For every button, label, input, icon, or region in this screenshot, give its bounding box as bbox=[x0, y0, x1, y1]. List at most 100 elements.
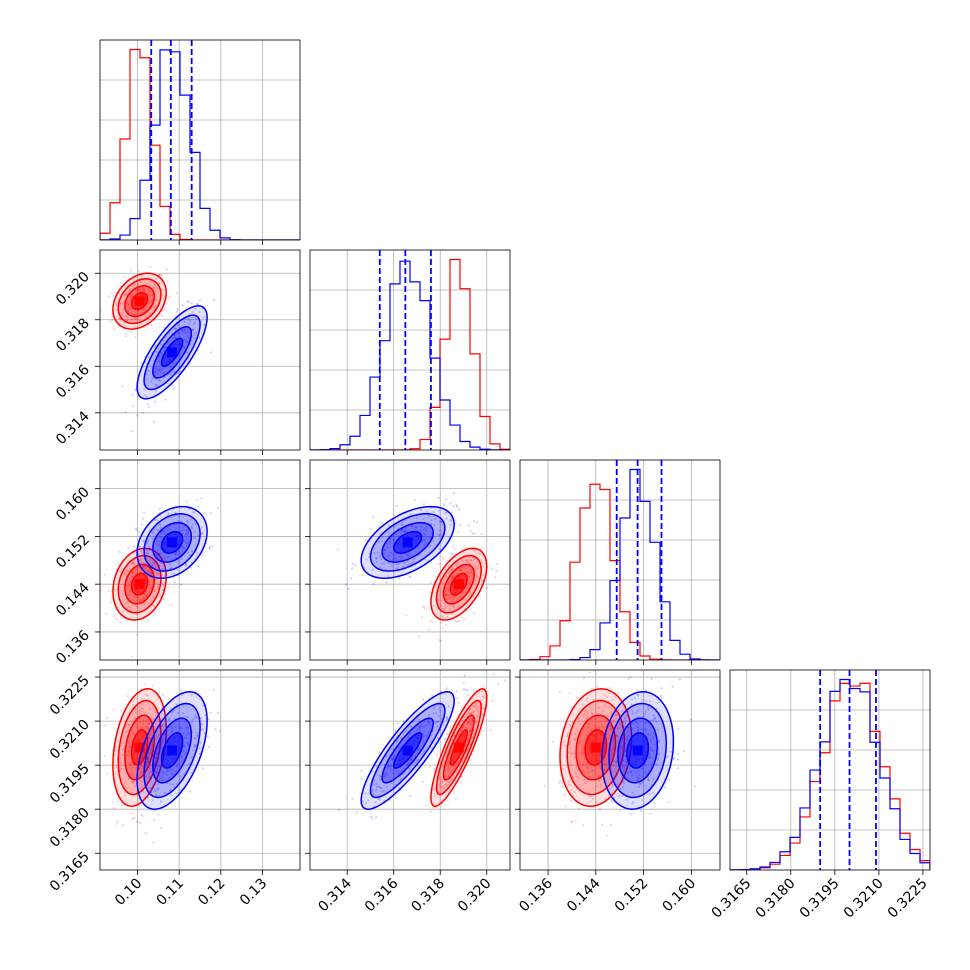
sample-point bbox=[139, 545, 142, 548]
sample-point bbox=[147, 369, 150, 373]
sample-point bbox=[146, 620, 149, 623]
sample-point bbox=[391, 559, 395, 562]
sample-point bbox=[619, 723, 622, 726]
sample-point bbox=[143, 565, 146, 568]
sample-point bbox=[198, 747, 201, 750]
sample-point bbox=[127, 593, 130, 597]
sample-point bbox=[137, 288, 140, 291]
sample-point bbox=[135, 528, 138, 531]
sample-point bbox=[184, 752, 187, 755]
sample-point bbox=[589, 728, 593, 732]
histogram-panel bbox=[99, 39, 301, 245]
sample-point bbox=[457, 531, 460, 534]
sample-point bbox=[406, 530, 409, 533]
sample-point bbox=[367, 799, 370, 802]
sample-point bbox=[172, 369, 175, 372]
sample-point bbox=[586, 727, 589, 730]
sample-point bbox=[162, 367, 165, 370]
sample-point bbox=[110, 596, 113, 600]
sample-point bbox=[637, 777, 640, 780]
sample-point bbox=[586, 717, 589, 720]
sample-point bbox=[387, 575, 390, 578]
sample-point bbox=[195, 499, 198, 502]
sample-point bbox=[441, 615, 444, 619]
sample-point bbox=[614, 760, 617, 763]
sample-point bbox=[132, 561, 135, 565]
sample-point bbox=[365, 558, 368, 561]
sample-point bbox=[401, 523, 404, 526]
sample-point bbox=[378, 778, 381, 781]
sample-point bbox=[445, 716, 448, 719]
sample-point bbox=[594, 726, 597, 729]
sample-point bbox=[438, 509, 441, 512]
sample-point bbox=[408, 575, 411, 578]
sample-point bbox=[468, 581, 471, 585]
sample-point bbox=[151, 799, 154, 802]
sample-point bbox=[123, 572, 127, 575]
density-peak bbox=[402, 537, 413, 548]
sample-point bbox=[115, 309, 118, 312]
sample-point bbox=[155, 528, 158, 531]
sample-point bbox=[482, 707, 485, 710]
sample-point bbox=[127, 303, 130, 306]
sample-point bbox=[146, 796, 149, 799]
sample-point bbox=[194, 745, 197, 748]
sample-point bbox=[146, 714, 149, 717]
sample-point bbox=[387, 765, 390, 768]
sample-point bbox=[456, 563, 459, 566]
sample-point bbox=[136, 596, 139, 599]
sample-point bbox=[166, 769, 169, 772]
sample-point bbox=[650, 749, 653, 752]
sample-point bbox=[476, 565, 479, 568]
sample-point bbox=[472, 689, 475, 692]
sample-point bbox=[135, 613, 138, 616]
sample-point bbox=[155, 277, 158, 280]
sample-point bbox=[441, 572, 444, 575]
sample-point bbox=[375, 556, 378, 560]
sample-point bbox=[622, 782, 625, 785]
sample-point bbox=[447, 581, 450, 584]
sample-point bbox=[446, 592, 449, 595]
sample-point bbox=[619, 757, 622, 760]
sample-point bbox=[136, 289, 139, 292]
sample-point bbox=[115, 745, 118, 748]
sample-point bbox=[127, 762, 130, 765]
sample-point bbox=[115, 302, 118, 305]
sample-point bbox=[193, 337, 196, 340]
sample-point bbox=[443, 576, 446, 579]
sample-point bbox=[653, 717, 656, 720]
sample-point bbox=[122, 748, 125, 751]
sample-point bbox=[444, 593, 447, 597]
sample-point bbox=[446, 615, 449, 619]
sample-point bbox=[174, 553, 177, 557]
sample-point bbox=[124, 597, 127, 601]
sample-point bbox=[620, 745, 624, 748]
sample-point bbox=[373, 551, 376, 555]
sample-point bbox=[481, 561, 484, 564]
sample-point bbox=[448, 570, 452, 573]
sample-point bbox=[183, 320, 186, 324]
sample-point bbox=[626, 738, 629, 742]
sample-point bbox=[644, 700, 648, 703]
sample-point bbox=[425, 734, 428, 737]
sample-point bbox=[468, 730, 472, 733]
sample-point bbox=[607, 700, 610, 703]
sample-point bbox=[200, 497, 203, 500]
sample-point bbox=[133, 562, 136, 565]
panel-frame bbox=[729, 669, 931, 871]
sample-point bbox=[386, 785, 389, 788]
sample-point bbox=[467, 561, 471, 564]
sample-point bbox=[442, 581, 445, 584]
sample-point bbox=[442, 582, 445, 585]
sample-point bbox=[138, 821, 141, 824]
sample-point bbox=[146, 760, 149, 763]
sample-point bbox=[141, 598, 144, 601]
sample-point bbox=[185, 564, 188, 567]
sample-point bbox=[144, 683, 147, 686]
sample-point bbox=[594, 800, 598, 804]
sample-point bbox=[394, 796, 397, 800]
sample-point bbox=[440, 520, 443, 523]
sample-point bbox=[192, 749, 195, 752]
sample-point bbox=[375, 557, 378, 560]
sample-point bbox=[647, 779, 650, 782]
